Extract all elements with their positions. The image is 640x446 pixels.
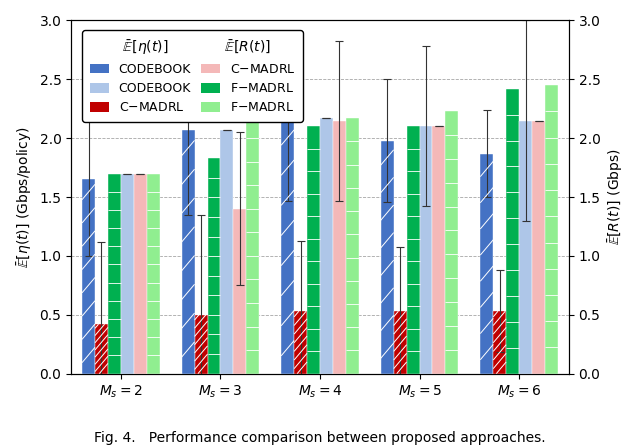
Bar (220, 130, 234, 374)
Bar (108, 173, 121, 374)
Bar (394, 311, 406, 374)
Bar (545, 85, 558, 374)
Bar (433, 127, 445, 374)
Bar (346, 118, 359, 374)
Bar (493, 311, 506, 374)
Bar (381, 140, 394, 374)
Bar (121, 173, 134, 374)
Legend: CODEBOOK, CODEBOOK, C$-$MADRL, C$-$MADRL, F$-$MADRL, F$-$MADRL: CODEBOOK, CODEBOOK, C$-$MADRL, C$-$MADRL… (83, 30, 303, 122)
Bar (320, 118, 333, 374)
Bar (333, 120, 346, 374)
Text: Fig. 4.   Performance comparison between proposed approaches.: Fig. 4. Performance comparison between p… (94, 430, 546, 445)
Bar (445, 111, 458, 374)
Bar (207, 158, 220, 374)
Bar (82, 179, 95, 374)
Bar (480, 153, 493, 374)
Y-axis label: $\bar{\mathbb{E}}[R(t)]$ (Gbps): $\bar{\mathbb{E}}[R(t)]$ (Gbps) (606, 149, 625, 245)
Bar (506, 89, 519, 374)
Bar (195, 315, 207, 374)
Bar (406, 127, 420, 374)
Bar (420, 127, 433, 374)
Bar (134, 173, 147, 374)
Bar (281, 118, 294, 374)
Y-axis label: $\bar{\mathbb{E}}[\eta(t)]$ (Gbps/policy): $\bar{\mathbb{E}}[\eta(t)]$ (Gbps/policy… (15, 126, 34, 268)
Bar (234, 209, 246, 374)
Bar (246, 115, 259, 374)
Bar (307, 127, 320, 374)
Bar (182, 130, 195, 374)
Bar (294, 311, 307, 374)
Bar (532, 120, 545, 374)
Bar (147, 173, 160, 374)
Bar (519, 120, 532, 374)
Bar (95, 324, 108, 374)
